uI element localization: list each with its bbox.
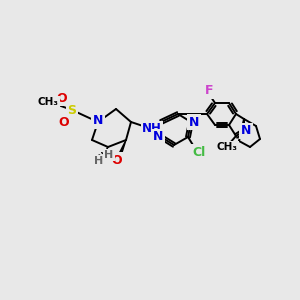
- Text: H: H: [94, 156, 103, 166]
- Text: N: N: [189, 116, 199, 128]
- Text: N: N: [241, 124, 251, 137]
- Text: CH₃: CH₃: [217, 142, 238, 152]
- Text: CH₃: CH₃: [38, 97, 58, 107]
- Text: O: O: [59, 116, 69, 128]
- Text: NH: NH: [142, 122, 162, 136]
- Text: S: S: [68, 103, 76, 116]
- Text: H: H: [104, 150, 114, 160]
- Text: Cl: Cl: [192, 146, 206, 158]
- Text: F: F: [205, 85, 213, 98]
- Polygon shape: [118, 140, 126, 158]
- Text: N: N: [153, 130, 163, 143]
- Text: O: O: [57, 92, 67, 104]
- Text: O: O: [112, 154, 122, 166]
- Text: N: N: [93, 115, 103, 128]
